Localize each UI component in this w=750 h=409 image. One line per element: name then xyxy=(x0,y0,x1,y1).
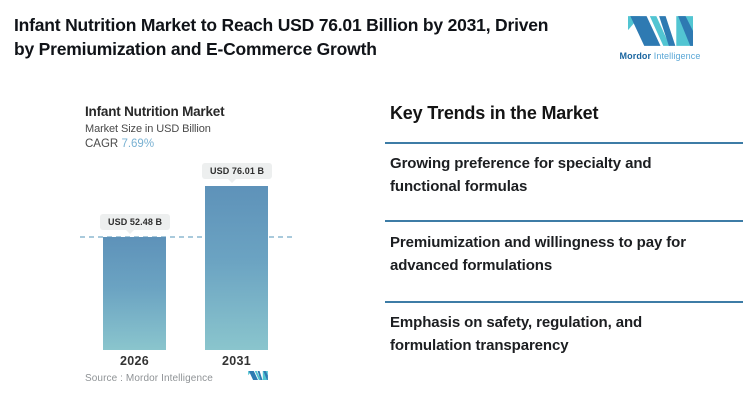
bar-2026 xyxy=(103,237,166,350)
chart-header: Infant Nutrition Market Market Size in U… xyxy=(85,104,225,150)
trend-item-3: Emphasis on safety, regulation, and form… xyxy=(390,311,745,357)
page-title: Infant Nutrition Market to Reach USD 76.… xyxy=(14,13,548,61)
axis-label-2031: 2031 xyxy=(221,354,251,368)
bar-group-2026: USD 52.48 B 2026 xyxy=(100,214,171,368)
page-title-line1: Infant Nutrition Market to Reach USD 76.… xyxy=(14,15,549,35)
chart-cagr: CAGR 7.69% xyxy=(85,138,224,150)
cagr-label: CAGR xyxy=(85,138,119,150)
chart-subtitle: Market Size in USD Billion xyxy=(85,123,211,135)
bar-group-2031: USD 76.01 B 2031 xyxy=(202,163,273,368)
trend-3-line2: formulation transparency xyxy=(390,337,569,354)
trend-divider xyxy=(385,220,743,222)
brand-name: Mordor Intelligence xyxy=(612,51,708,61)
trend-2-line2: advanced formulations xyxy=(390,257,553,274)
trends-heading: Key Trends in the Market xyxy=(390,103,599,123)
trend-divider xyxy=(385,301,743,303)
mordor-logo-icon xyxy=(627,16,693,46)
page-title-line2: by Premiumization and E-Commerce Growth xyxy=(14,39,377,59)
reference-line xyxy=(80,236,292,238)
trend-item-2: Premiumization and willingness to pay fo… xyxy=(390,231,745,277)
axis-label-2026: 2026 xyxy=(119,354,149,368)
cagr-value: 7.69% xyxy=(121,138,155,150)
trend-1-line2: functional formulas xyxy=(390,178,528,195)
brand-word-mordor: Mordor xyxy=(619,51,652,61)
bar-value-badge: USD 52.48 B xyxy=(100,214,171,234)
trend-1-line1: Growing preference for specialty and xyxy=(390,155,652,172)
trend-2-line1: Premiumization and willingness to pay fo… xyxy=(390,234,686,251)
brand-word-intelligence: Intelligence xyxy=(653,51,701,61)
chart-title: Infant Nutrition Market xyxy=(85,104,225,119)
trend-divider xyxy=(385,142,743,144)
trend-item-1: Growing preference for specialty and fun… xyxy=(390,152,745,198)
trend-3-line1: Emphasis on safety, regulation, and xyxy=(390,314,643,331)
mordor-logo: Mordor Intelligence xyxy=(612,16,708,61)
mordor-logo-small-icon xyxy=(248,371,268,380)
bar-value-badge: USD 76.01 B xyxy=(202,163,273,183)
bar-2031 xyxy=(205,186,268,350)
source-note: Source : Mordor Intelligence xyxy=(85,373,213,384)
